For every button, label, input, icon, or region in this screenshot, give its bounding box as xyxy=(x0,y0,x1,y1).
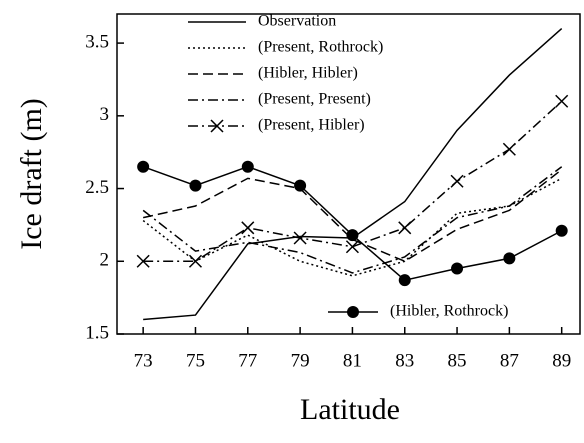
marker xyxy=(503,252,516,265)
series-line xyxy=(142,169,563,263)
x-tick-label: 89 xyxy=(552,350,571,371)
x-axis-label: Latitude xyxy=(300,393,400,426)
x-tick-label: 79 xyxy=(291,350,310,371)
marker xyxy=(346,229,359,242)
series-line xyxy=(142,166,563,274)
marker xyxy=(398,274,411,287)
x-tick-label: 85 xyxy=(448,350,467,371)
marker xyxy=(451,262,464,275)
marker xyxy=(293,231,307,245)
legend-label: (Present, Rothrock) xyxy=(258,39,383,56)
legend-marker xyxy=(210,119,224,133)
marker xyxy=(450,174,464,188)
marker xyxy=(345,240,359,254)
y-axis-label: Ice draft (m) xyxy=(15,98,48,250)
legend-marker xyxy=(347,306,359,318)
marker xyxy=(137,160,150,173)
legend-label: (Hibler, Rothrock) xyxy=(390,303,508,320)
marker xyxy=(502,142,516,156)
y-tick-label: 3.5 xyxy=(85,31,109,52)
marker xyxy=(189,179,202,192)
marker xyxy=(188,254,203,268)
series-line xyxy=(142,165,563,281)
legend-label: (Present, Hibler) xyxy=(258,117,365,134)
legend-label: (Present, Present) xyxy=(258,91,371,108)
legend-label: (Hibler, Hibler) xyxy=(258,65,358,82)
y-tick-label: 1.5 xyxy=(85,322,109,343)
x-tick-label: 81 xyxy=(343,350,362,371)
marker xyxy=(136,254,150,268)
x-tick-label: 87 xyxy=(500,350,519,371)
y-tick-label: 3 xyxy=(100,104,110,125)
y-tick-label: 2.5 xyxy=(85,177,109,198)
marker xyxy=(555,224,568,237)
plot-frame xyxy=(116,13,581,335)
marker xyxy=(241,221,255,235)
legend-label: Observation xyxy=(258,13,336,30)
x-tick-label: 73 xyxy=(134,350,153,371)
x-tick-label: 75 xyxy=(186,350,205,371)
y-tick-label: 2 xyxy=(100,250,110,271)
x-tick-label: 83 xyxy=(395,350,414,371)
x-tick-label: 77 xyxy=(238,350,257,371)
marker xyxy=(398,221,412,235)
series-line xyxy=(142,177,563,277)
marker xyxy=(294,179,307,192)
marker xyxy=(241,160,254,173)
marker xyxy=(555,94,569,108)
